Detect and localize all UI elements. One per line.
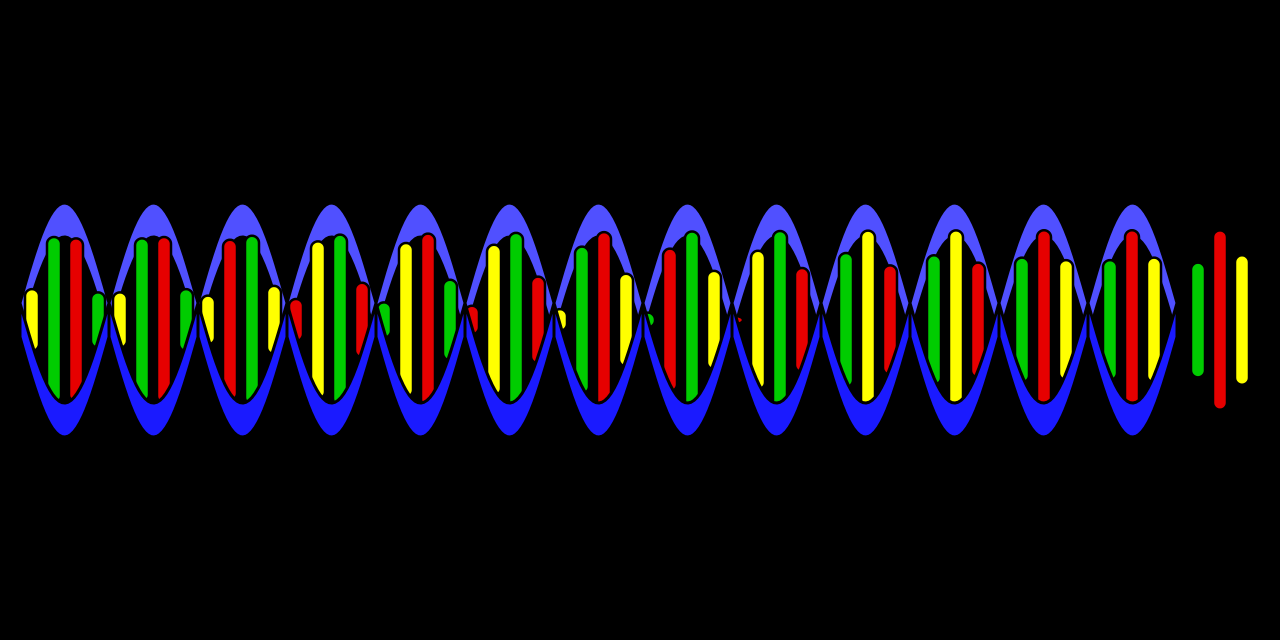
base-pair-rung: [949, 230, 963, 409]
base-pair-rung: [773, 231, 787, 409]
base-pair-rung: [1235, 255, 1249, 384]
base-pair-rung: [509, 233, 523, 407]
base-pair-rung: [685, 231, 699, 408]
base-pair-rung: [861, 231, 875, 410]
base-pair-rung: [421, 234, 435, 407]
base-pair-rung: [1191, 263, 1205, 378]
base-pair-rung: [69, 238, 83, 401]
base-pair-rung: [399, 243, 413, 397]
base-pair-rung: [1125, 230, 1139, 410]
base-pair-rung: [1213, 230, 1227, 409]
base-pair-rung: [487, 245, 501, 395]
base-pair-rung: [47, 237, 61, 403]
base-pair-rung: [157, 237, 171, 403]
base-pair-rung: [223, 240, 237, 400]
dna-double-helix-diagram: [0, 0, 1280, 640]
base-pair-rung: [333, 235, 347, 406]
base-pair-rung: [311, 241, 325, 398]
base-pair-rung: [597, 232, 611, 408]
base-pair-rung: [135, 238, 149, 401]
base-pair-rung: [1037, 230, 1051, 410]
base-pair-rung: [575, 247, 589, 394]
base-pair-rung: [245, 236, 259, 404]
